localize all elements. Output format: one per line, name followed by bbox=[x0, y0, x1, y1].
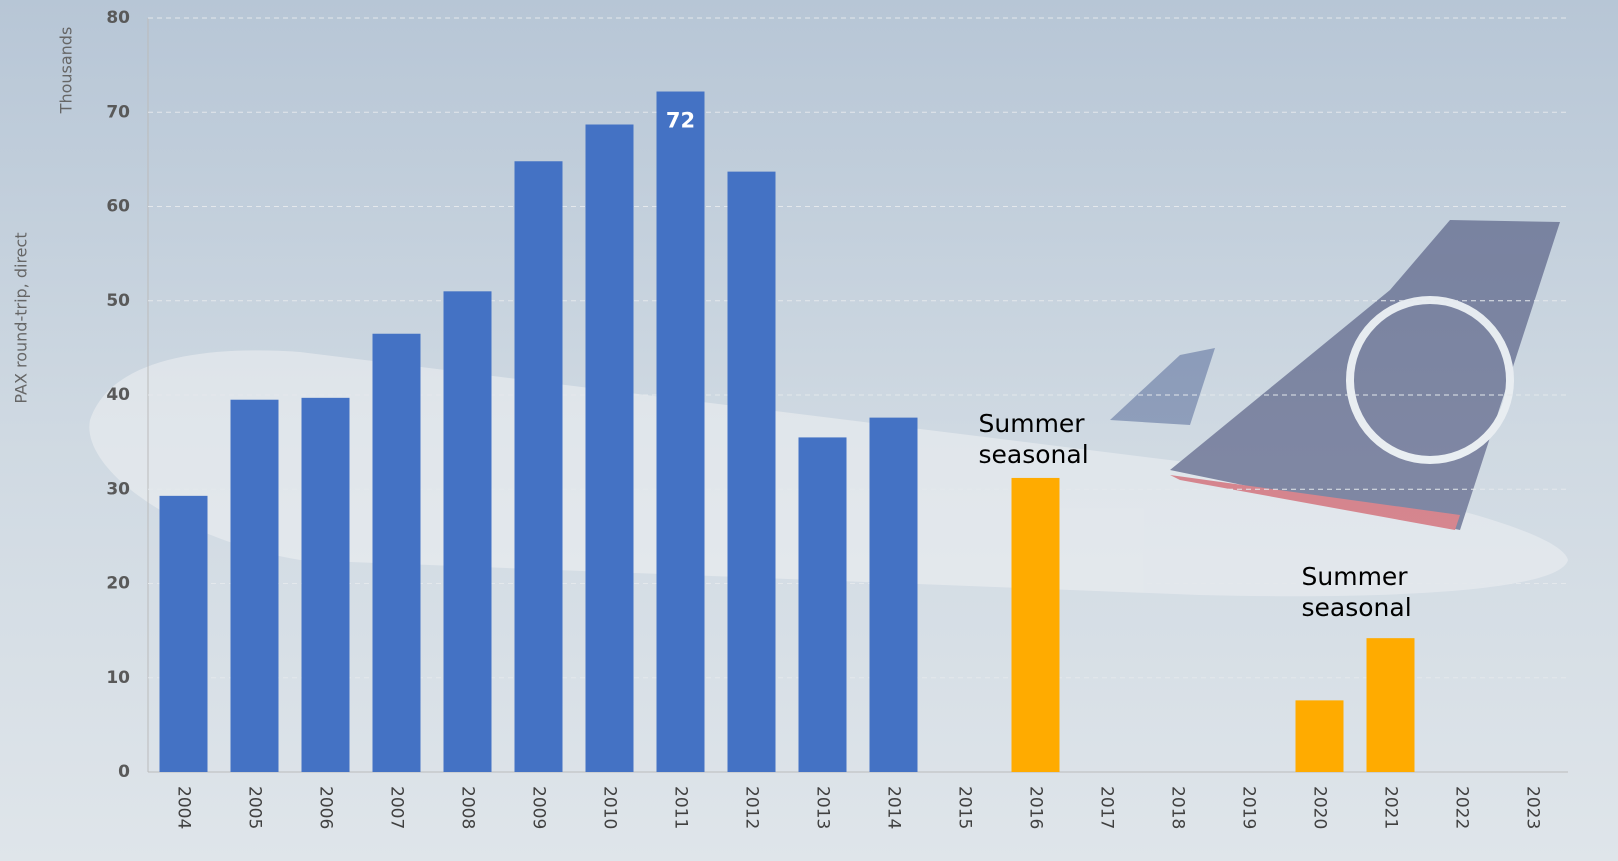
x-tick-label: 2022 bbox=[1452, 786, 1472, 829]
x-tick-label: 2005 bbox=[245, 786, 265, 829]
bar bbox=[869, 417, 918, 772]
bar bbox=[585, 124, 634, 772]
x-tick-label: 2014 bbox=[884, 786, 904, 829]
bar bbox=[443, 291, 492, 772]
x-tick-label: 2011 bbox=[671, 786, 691, 829]
x-tick-label: 2013 bbox=[813, 786, 833, 829]
x-tick-label: 2023 bbox=[1523, 786, 1543, 829]
x-tick-label: 2017 bbox=[1097, 786, 1117, 829]
y-tick-label: 40 bbox=[106, 385, 130, 405]
x-tick-label: 2010 bbox=[600, 786, 620, 829]
bar bbox=[1011, 477, 1060, 772]
x-tick-label: 2018 bbox=[1168, 786, 1188, 829]
x-tick-label: 2006 bbox=[316, 786, 336, 829]
bar bbox=[372, 333, 421, 772]
x-tick-label: 2007 bbox=[387, 786, 407, 829]
x-tick-label: 2016 bbox=[1026, 786, 1046, 829]
y-tick-label: 80 bbox=[106, 8, 130, 28]
bar bbox=[798, 437, 847, 772]
x-tick-label: 2009 bbox=[529, 786, 549, 829]
y-tick-label: 10 bbox=[106, 668, 130, 688]
y-tick-label: 30 bbox=[106, 479, 130, 499]
annotation: Summer seasonal bbox=[978, 409, 1089, 469]
x-tick-label: 2019 bbox=[1239, 786, 1259, 829]
bar bbox=[230, 399, 279, 772]
value-label: 72 bbox=[666, 109, 695, 133]
y-tick-label: 50 bbox=[106, 291, 130, 311]
y-tick-label: 20 bbox=[106, 574, 130, 594]
bar bbox=[301, 397, 350, 772]
y-tick-label: 60 bbox=[106, 197, 130, 217]
annotation: Summer seasonal bbox=[1301, 562, 1412, 622]
y-tick-label: 70 bbox=[106, 102, 130, 122]
y-axis-title: PAX round-trip, direct bbox=[12, 232, 31, 403]
bar bbox=[1295, 700, 1344, 772]
y-axis-units: Thousands bbox=[57, 27, 76, 115]
bar bbox=[1366, 638, 1415, 772]
x-tick-label: 2012 bbox=[742, 786, 762, 829]
bar bbox=[727, 171, 776, 772]
y-tick-label: 0 bbox=[118, 762, 130, 782]
x-tick-label: 2008 bbox=[458, 786, 478, 829]
x-tick-label: 2004 bbox=[174, 786, 194, 829]
bar bbox=[656, 91, 705, 772]
x-tick-label: 2015 bbox=[955, 786, 975, 829]
x-tick-label: 2021 bbox=[1381, 786, 1401, 829]
x-tick-label: 2020 bbox=[1310, 786, 1330, 829]
bar bbox=[514, 161, 563, 772]
bar bbox=[159, 495, 208, 772]
